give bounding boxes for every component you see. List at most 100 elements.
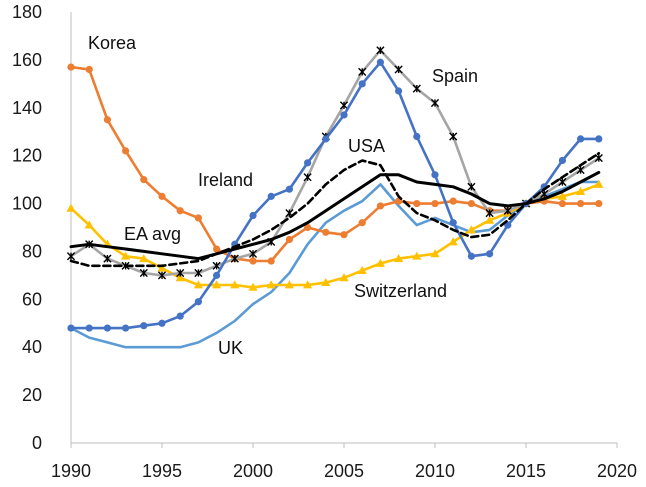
data-point (248, 282, 258, 291)
series-usa (69, 152, 601, 268)
data-point (303, 173, 312, 182)
data-point (358, 80, 366, 88)
data-point (212, 280, 222, 289)
label-spain: Spain (432, 66, 478, 86)
data-point (157, 271, 167, 280)
data-point (139, 254, 149, 263)
data-point (194, 268, 203, 278)
data-point (595, 135, 603, 143)
y-tick-label: 40 (22, 337, 42, 357)
data-point (122, 147, 130, 155)
y-tick-label: 180 (12, 2, 42, 22)
y-tick-label: 20 (22, 385, 42, 405)
series-line-spain (69, 49, 601, 277)
data-point (285, 235, 293, 244)
data-point (194, 214, 202, 222)
data-point (558, 199, 567, 208)
data-point (486, 250, 494, 258)
data-point (576, 186, 586, 196)
data-point (66, 252, 76, 261)
data-point (304, 223, 312, 232)
data-point (213, 245, 221, 253)
data-point (358, 219, 366, 227)
data-point (85, 324, 93, 332)
data-point (340, 111, 348, 119)
data-point (85, 65, 93, 74)
data-point (467, 182, 476, 191)
data-point (448, 237, 458, 246)
series-ea-avg (69, 170, 601, 261)
axes: 0 20 40 60 80 100 120 140 160 180 1990 1995 2000 2005… (12, 2, 637, 481)
label-korea: Korea (88, 33, 137, 53)
data-point (267, 192, 275, 200)
series-line-usa (69, 152, 601, 268)
data-point (103, 324, 111, 332)
data-point (267, 257, 275, 265)
series-ireland (67, 58, 603, 332)
data-point (157, 263, 167, 272)
data-point (413, 132, 421, 141)
data-point (230, 254, 239, 263)
x-tick-label: 1990 (51, 461, 91, 481)
data-point (249, 211, 257, 220)
data-point (212, 261, 221, 270)
y-tick-label: 60 (22, 289, 42, 309)
data-point (431, 171, 439, 179)
data-point (339, 101, 349, 110)
data-point (431, 199, 439, 208)
data-point (84, 220, 94, 229)
data-point (67, 324, 75, 332)
data-point (304, 159, 312, 167)
data-point (303, 280, 313, 289)
data-point (449, 219, 457, 227)
data-point (395, 87, 403, 95)
data-point (576, 165, 585, 175)
data-point (67, 63, 75, 71)
label-uk: UK (218, 338, 243, 358)
label-ireland: Ireland (198, 170, 253, 190)
data-point (322, 135, 330, 143)
data-point (412, 251, 422, 260)
x-tick-label: 1995 (142, 461, 182, 481)
data-point (248, 249, 258, 258)
data-point (467, 252, 475, 260)
label-switzerland: Switzerland (354, 281, 447, 301)
data-point (213, 271, 221, 279)
data-point (103, 254, 112, 263)
data-point (413, 199, 421, 208)
y-tick-label: 80 (22, 241, 42, 261)
data-point (467, 199, 475, 208)
y-tick-label: 140 (12, 98, 42, 118)
data-point (376, 46, 385, 55)
data-point (558, 177, 567, 187)
data-point (595, 199, 603, 208)
data-point (466, 225, 476, 234)
data-point (394, 65, 403, 74)
data-point (376, 202, 384, 210)
x-tick-label: 2015 (506, 461, 546, 481)
data-point (412, 84, 421, 93)
x-tick-label: 2000 (233, 461, 273, 481)
data-point (485, 215, 495, 224)
data-point (375, 258, 385, 267)
data-point (594, 153, 603, 163)
data-point (158, 319, 166, 327)
data-point (284, 280, 294, 289)
data-point (485, 209, 494, 218)
data-point (340, 231, 348, 239)
data-point (176, 207, 184, 215)
label-ea-avg: EA avg (124, 224, 181, 244)
data-point (376, 58, 384, 66)
data-point (249, 257, 257, 265)
data-point (139, 268, 148, 278)
data-point (339, 273, 349, 282)
data-point (103, 116, 111, 124)
label-usa: USA (348, 136, 385, 156)
data-point (577, 135, 585, 143)
data-point (449, 197, 457, 205)
data-point (558, 156, 567, 165)
data-point (449, 132, 458, 141)
data-point (158, 192, 166, 200)
x-tick-label: 2005 (324, 461, 364, 481)
